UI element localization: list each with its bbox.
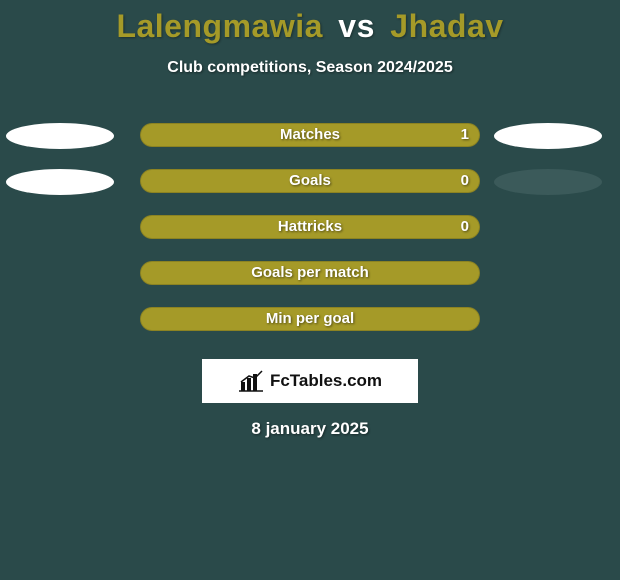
stat-value: 0	[461, 218, 469, 235]
stat-value: 0	[461, 172, 469, 189]
stat-label: Goals	[141, 172, 479, 189]
stat-bar: Matches1	[140, 123, 480, 147]
bar-chart-icon	[238, 370, 264, 392]
comparison-infographic: Lalengmawia vs Jhadav Club competitions,…	[0, 0, 620, 580]
stat-row: Goals0	[0, 161, 620, 207]
logo-box: FcTables.com	[202, 359, 418, 403]
right-ellipse	[494, 123, 602, 149]
stat-label: Matches	[141, 126, 479, 143]
stat-bar: Hattricks0	[140, 215, 480, 239]
left-ellipse	[6, 169, 114, 195]
stat-row: Min per goal	[0, 299, 620, 345]
left-ellipse	[6, 123, 114, 149]
player2-name: Jhadav	[390, 8, 503, 44]
stat-row: Hattricks0	[0, 207, 620, 253]
logo-text: FcTables.com	[270, 371, 382, 391]
stat-label: Hattricks	[141, 218, 479, 235]
subtitle: Club competitions, Season 2024/2025	[0, 59, 620, 77]
stat-rows: Matches1Goals0Hattricks0Goals per matchM…	[0, 115, 620, 345]
player1-name: Lalengmawia	[116, 8, 322, 44]
vs-label: vs	[338, 8, 375, 44]
stat-bar: Goals per match	[140, 261, 480, 285]
main-title: Lalengmawia vs Jhadav	[0, 0, 620, 45]
right-ellipse	[494, 169, 602, 195]
stat-label: Min per goal	[141, 310, 479, 327]
stat-row: Goals per match	[0, 253, 620, 299]
date-label: 8 january 2025	[0, 419, 620, 439]
stat-label: Goals per match	[141, 264, 479, 281]
stat-bar: Min per goal	[140, 307, 480, 331]
stat-bar: Goals0	[140, 169, 480, 193]
stat-row: Matches1	[0, 115, 620, 161]
stat-value: 1	[461, 126, 469, 143]
